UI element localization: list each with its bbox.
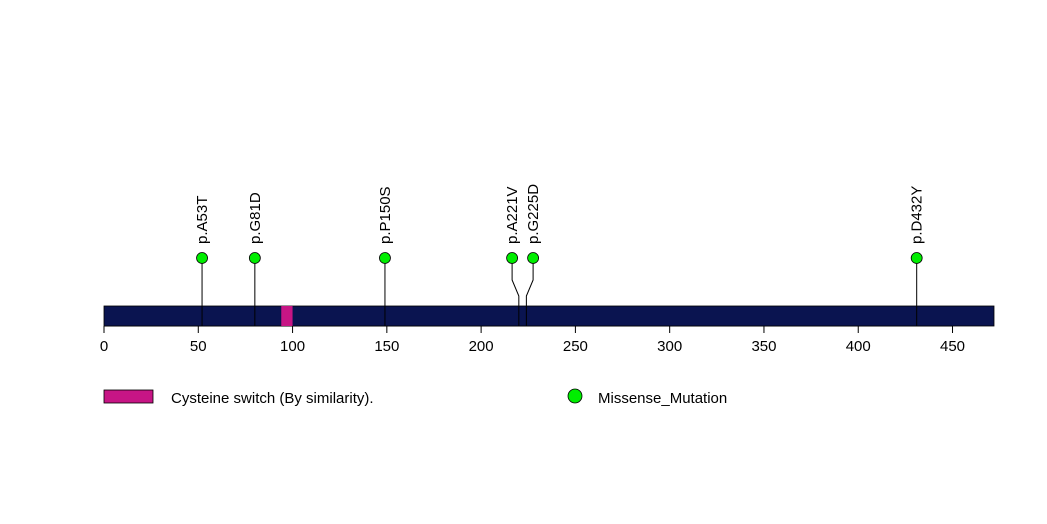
mutation-label-pa221v: p.A221V xyxy=(504,186,521,244)
mutation-label-pg225d: p.G225D xyxy=(525,184,542,244)
x-tick-label-200: 200 xyxy=(469,338,494,355)
legend-swatch-missense-mutation xyxy=(567,388,583,404)
mutation-head-pg81d xyxy=(248,252,261,264)
mutation-label-pa53t: p.A53T xyxy=(194,196,211,244)
x-tick-label-450: 450 xyxy=(940,338,965,355)
mutation-stem-pa221v xyxy=(511,258,520,326)
domain-0 xyxy=(281,306,293,326)
x-tick-label-400: 400 xyxy=(846,338,871,355)
x-tick-label-0: 0 xyxy=(100,338,108,355)
x-tick-label-100: 100 xyxy=(280,338,305,355)
mutation-head-pd432y xyxy=(910,252,923,264)
x-tick-label-150: 150 xyxy=(374,338,399,355)
mutation-lollipops: p.A53T p.G81D p.P150S p.A221V p.G225D p.D432Y xyxy=(194,184,926,326)
mutation-head-pg225d xyxy=(527,252,540,264)
legend-swatch-cysteine-switch-by-similarity xyxy=(103,389,154,404)
x-tick-label-50: 50 xyxy=(190,338,207,355)
mutation-head-pa221v xyxy=(506,252,519,264)
x-tick-label-250: 250 xyxy=(563,338,588,355)
x-tick-label-350: 350 xyxy=(751,338,776,355)
mutation-label-pd432y: p.D432Y xyxy=(909,186,926,244)
mutation-head-pa53t xyxy=(196,252,208,264)
x-axis: 0 50 100 150 200 250 300 350 400 450 xyxy=(100,325,965,355)
legend-label-cysteine-switch-by-similarity: Cysteine switch (By similarity). xyxy=(171,390,374,407)
protein-bar xyxy=(103,305,995,327)
mutation-label-pp150s: p.P150S xyxy=(377,186,394,244)
legend: Cysteine switch (By similarity). Missense… xyxy=(103,388,727,407)
mutation-stem-pg225d xyxy=(525,258,534,326)
mutation-head-pp150s xyxy=(379,252,391,264)
legend-label-missense-mutation: Missense_Mutation xyxy=(598,390,727,407)
x-tick-label-300: 300 xyxy=(657,338,682,355)
mutation-label-pg81d: p.G81D xyxy=(247,192,264,244)
protein-track xyxy=(103,305,995,327)
